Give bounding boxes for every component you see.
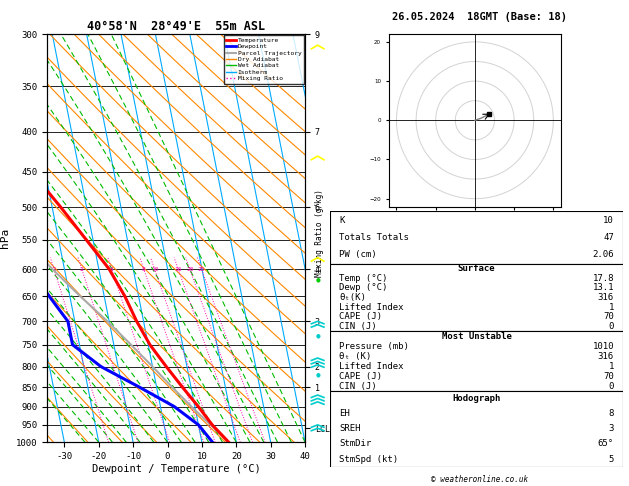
Bar — [330, 211, 623, 264]
Text: 0: 0 — [609, 322, 614, 331]
Text: 13.1: 13.1 — [593, 283, 614, 293]
Text: 10: 10 — [603, 216, 614, 225]
X-axis label: kt: kt — [389, 221, 396, 226]
Text: Hodograph: Hodograph — [452, 394, 501, 403]
Legend: Temperature, Dewpoint, Parcel Trajectory, Dry Adiabat, Wet Adiabat, Isotherm, Mi: Temperature, Dewpoint, Parcel Trajectory… — [224, 35, 304, 84]
Text: Lifted Index: Lifted Index — [339, 362, 403, 371]
Text: Dewp (°C): Dewp (°C) — [339, 283, 387, 293]
Bar — [330, 264, 623, 331]
Bar — [330, 391, 623, 467]
Text: 1: 1 — [52, 266, 56, 272]
Text: ●: ● — [315, 333, 320, 338]
Text: Most Unstable: Most Unstable — [442, 332, 511, 341]
Text: PW (cm): PW (cm) — [339, 250, 377, 260]
Text: θₜ (K): θₜ (K) — [339, 352, 371, 361]
Text: 8: 8 — [142, 266, 146, 272]
Text: 25: 25 — [198, 266, 205, 272]
Y-axis label: km
ASL: km ASL — [341, 228, 357, 248]
Text: Lifted Index: Lifted Index — [339, 303, 403, 312]
Text: 3: 3 — [609, 424, 614, 434]
Text: CAPE (J): CAPE (J) — [339, 372, 382, 381]
Text: 70: 70 — [603, 312, 614, 321]
Text: 17.8: 17.8 — [593, 274, 614, 283]
Text: CIN (J): CIN (J) — [339, 382, 377, 391]
Text: 1: 1 — [609, 362, 614, 371]
Text: Totals Totals: Totals Totals — [339, 233, 409, 242]
Text: SREH: SREH — [339, 424, 360, 434]
Text: Mixing Ratio (g/kg): Mixing Ratio (g/kg) — [315, 190, 324, 277]
Text: 26.05.2024  18GMT (Base: 18): 26.05.2024 18GMT (Base: 18) — [392, 12, 567, 22]
Text: 70: 70 — [603, 372, 614, 381]
Title: 40°58'N  28°49'E  55m ASL: 40°58'N 28°49'E 55m ASL — [87, 20, 265, 33]
Text: 16: 16 — [174, 266, 182, 272]
Text: CAPE (J): CAPE (J) — [339, 312, 382, 321]
Text: Temp (°C): Temp (°C) — [339, 274, 387, 283]
Text: 65°: 65° — [598, 439, 614, 449]
Text: EH: EH — [339, 409, 350, 418]
Text: 8: 8 — [609, 409, 614, 418]
Text: 2: 2 — [80, 266, 84, 272]
X-axis label: Dewpoint / Temperature (°C): Dewpoint / Temperature (°C) — [92, 464, 260, 474]
Bar — [330, 331, 623, 391]
Text: 316: 316 — [598, 293, 614, 302]
Text: θₜ(K): θₜ(K) — [339, 293, 366, 302]
Text: ●: ● — [315, 278, 320, 283]
Y-axis label: hPa: hPa — [1, 228, 11, 248]
Text: 0: 0 — [609, 382, 614, 391]
Text: © weatheronline.co.uk: © weatheronline.co.uk — [431, 474, 528, 484]
Text: K: K — [339, 216, 344, 225]
Text: 316: 316 — [598, 352, 614, 361]
Text: 5: 5 — [609, 454, 614, 464]
Text: 1010: 1010 — [593, 342, 614, 351]
Text: 20: 20 — [186, 266, 194, 272]
Text: 4: 4 — [110, 266, 114, 272]
Text: Surface: Surface — [458, 264, 495, 273]
Text: Pressure (mb): Pressure (mb) — [339, 342, 409, 351]
Text: ●: ● — [315, 372, 320, 378]
Text: 10: 10 — [151, 266, 159, 272]
Text: CIN (J): CIN (J) — [339, 322, 377, 331]
Text: StmDir: StmDir — [339, 439, 371, 449]
Text: 1: 1 — [609, 303, 614, 312]
Text: StmSpd (kt): StmSpd (kt) — [339, 454, 398, 464]
Text: 47: 47 — [603, 233, 614, 242]
Text: 2.06: 2.06 — [593, 250, 614, 260]
